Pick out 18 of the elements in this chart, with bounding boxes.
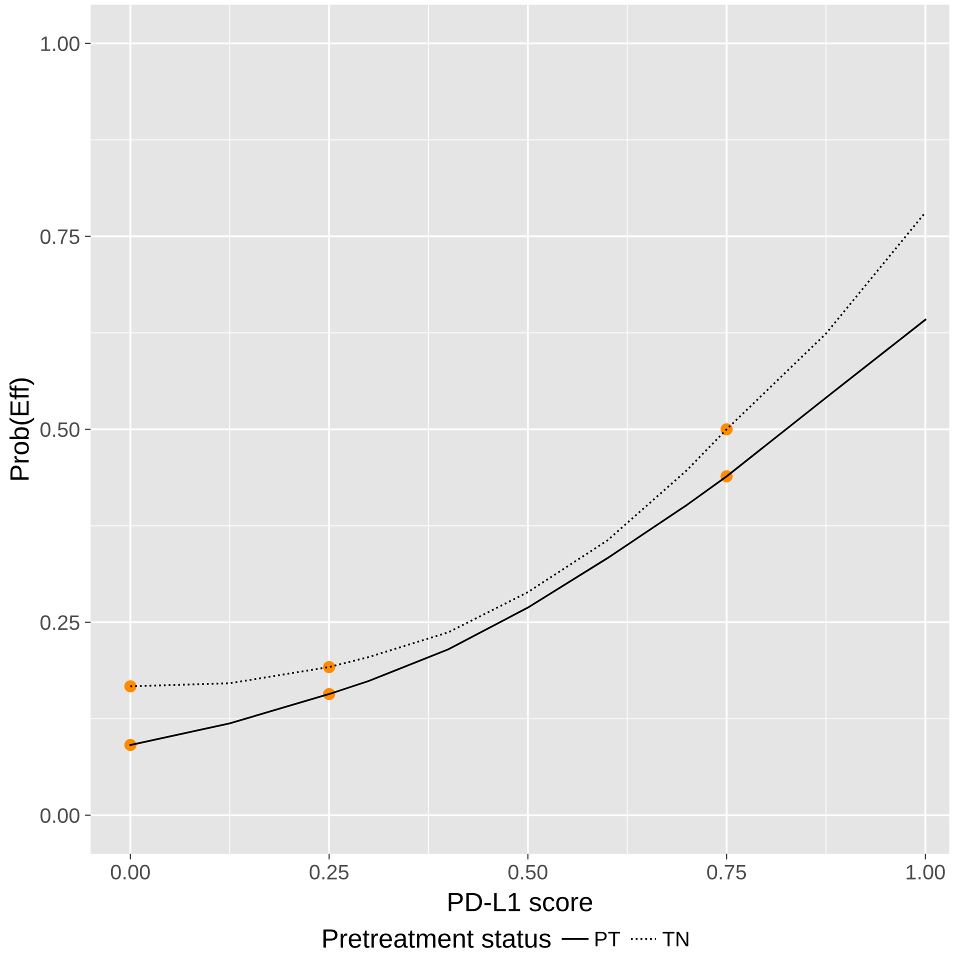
- x-axis-title: PD-L1 score: [448, 892, 592, 912]
- point: [323, 660, 336, 674]
- x-tick-label: 0.50: [508, 864, 548, 880]
- x-tick-label: 0.25: [310, 864, 349, 880]
- y-tick-label: 0.75: [40, 229, 80, 244]
- y-tick-label: 0.00: [40, 808, 80, 823]
- legend-label: TN: [662, 932, 688, 946]
- point: [720, 423, 733, 436]
- point: [124, 680, 136, 692]
- y-tick-label: 0.50: [40, 422, 80, 438]
- legend-title: Pretreatment status: [323, 929, 551, 948]
- y-tick-label: 0.25: [40, 615, 80, 630]
- x-tick-label: 1.00: [906, 864, 945, 880]
- x-tick-label: 0.00: [110, 864, 150, 880]
- y-axis-title: Prob(Eff): [10, 378, 34, 480]
- legend-label: PT: [596, 932, 620, 946]
- y-tick-label: 1.00: [41, 36, 80, 52]
- x-tick-label: 0.75: [707, 864, 746, 880]
